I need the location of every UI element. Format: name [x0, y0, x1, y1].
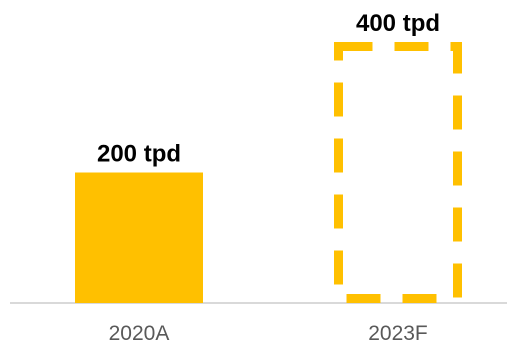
x-tick-label-2023f: 2023F — [368, 322, 428, 345]
data-label-2020a: 200 tpd — [97, 141, 181, 168]
chart-marks: 200 tpd 2020A 400 tpd 2023F — [75, 10, 462, 345]
bar-2023f — [334, 42, 462, 303]
x-tick-label-2020a: 2020A — [109, 322, 170, 345]
data-label-2023f: 400 tpd — [356, 10, 440, 37]
bar-2020a — [75, 172, 203, 303]
